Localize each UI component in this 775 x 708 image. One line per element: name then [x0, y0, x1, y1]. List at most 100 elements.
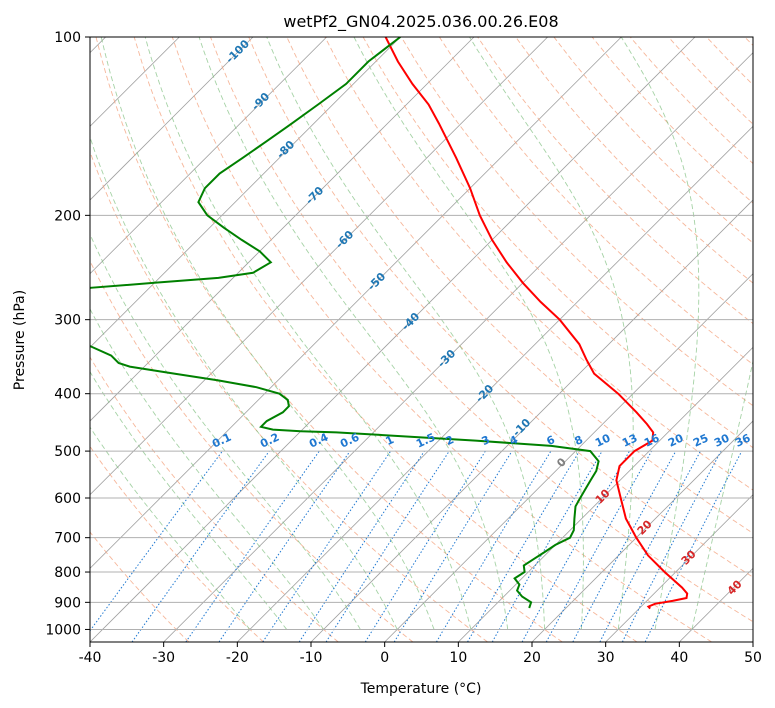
mixing-ratio-line [90, 450, 223, 632]
dry-adiabat-line [210, 37, 753, 623]
mixing-ratio-label: 25 [691, 431, 710, 449]
isotherm-line [605, 494, 753, 642]
mixing-ratio-label: 1.5 [414, 431, 437, 451]
pressure-gridlines [90, 37, 753, 630]
x-tick-label: -40 [79, 650, 102, 666]
mixing-ratio-line [185, 450, 320, 642]
x-tick-label: 40 [670, 650, 688, 666]
mixing-ratio-line [364, 450, 486, 642]
x-tick-label: 0 [380, 650, 389, 666]
mixing-ratio-line [521, 450, 630, 642]
x-tick-label: 20 [523, 650, 541, 666]
mixing-ratio-line [545, 450, 653, 642]
mixing-ratio-label: 16 [642, 431, 662, 449]
mixing-ratio-label: 0.1 [210, 431, 233, 451]
background-lines [90, 37, 753, 642]
isotherm-line [90, 37, 622, 569]
y-tick-label: 100 [54, 30, 81, 46]
mixing-ratio-label: 0.2 [258, 431, 281, 451]
dry-adiabat-line [90, 150, 488, 642]
y-tick-label: 400 [54, 387, 81, 403]
mixing-ratio-label: 30 [712, 431, 732, 449]
mixing-ratio-line [599, 450, 701, 642]
mixing-ratio-label: 3 [480, 433, 492, 448]
dry-adiabat-line [90, 356, 339, 642]
x-tick-label: -20 [226, 650, 249, 666]
isotherm-line [163, 52, 753, 642]
mixing-ratio-label: 0.4 [307, 430, 330, 450]
mixing-ratio-label: 10 [593, 431, 613, 449]
x-axis: -40 -30 -20 -10 0 10 20 30 40 50 [79, 642, 762, 666]
dry-adiabat-line [324, 37, 753, 491]
dry-adiabat-line [668, 37, 753, 125]
dry-adiabat-line [439, 37, 753, 365]
mixing-ratio-label: 13 [620, 431, 639, 449]
isotherm-line [90, 37, 696, 642]
x-tick-label: -30 [152, 650, 175, 666]
dry-adiabat-line [706, 37, 753, 86]
dry-adiabat-line [744, 37, 753, 47]
isotherm-line [90, 37, 548, 496]
dry-adiabat-line [362, 37, 753, 449]
dry-adiabat-label: 40 [725, 577, 745, 597]
dewpoint-line [90, 37, 600, 609]
dry-adiabat-line [515, 37, 753, 284]
dry-adiabat-line [133, 37, 638, 642]
y-tick-label: 1000 [45, 622, 81, 638]
dry-adiabat-line [553, 37, 753, 244]
profiles [90, 37, 689, 610]
mixing-ratio-label: 20 [666, 431, 686, 449]
mixing-ratio-line [325, 450, 450, 642]
mixing-ratio-line [572, 450, 677, 642]
moist-adiabat-line [266, 37, 546, 630]
dry-adiabat-label: 0 [554, 455, 569, 470]
mixing-ratio-line [435, 450, 552, 642]
chart-title: wetPf2_GN04.2025.036.00.26.E08 [283, 12, 558, 32]
moist-adiabat-line [100, 37, 435, 630]
isotherm-line [679, 567, 753, 642]
isotherm-line [237, 125, 753, 642]
moist-adiabat-line [90, 135, 398, 630]
moist-adiabat-line [90, 308, 324, 630]
moist-adiabat-line [90, 370, 288, 630]
mixing-ratio-line [298, 450, 425, 642]
y-axis: 100 200 300 400 500 600 700 800 900 1000 [45, 30, 90, 638]
x-tick-label: -10 [300, 650, 323, 666]
moist-adiabat-line [90, 426, 251, 630]
isotherm-line [531, 420, 753, 642]
isotherm-line [752, 641, 753, 642]
y-tick-label: 200 [54, 208, 81, 224]
y-tick-label: 300 [54, 313, 81, 329]
moist-adiabat-line [198, 37, 509, 630]
mixing-ratio-line [218, 450, 351, 642]
y-tick-label: 700 [54, 531, 81, 547]
x-tick-label: 50 [744, 650, 762, 666]
mixing-ratio-line [393, 450, 513, 642]
y-tick-label: 800 [54, 565, 81, 581]
plot-frame [89, 36, 754, 643]
y-tick-label: 600 [54, 491, 81, 507]
dry-adiabat-line [591, 37, 753, 204]
dry-adiabat-label: 30 [679, 547, 699, 567]
mixing-ratio-label: 8 [573, 433, 585, 448]
isotherm-line [90, 37, 475, 422]
dry-adiabat-line [248, 37, 753, 578]
y-axis-label: Pressure (hPa) [12, 290, 28, 390]
mixing-ratio-line [262, 450, 392, 642]
dry-adiabat-line [95, 37, 563, 642]
dry-adiabat-line [90, 445, 264, 642]
mixing-ratio-line [644, 450, 743, 642]
x-tick-label: 10 [449, 650, 467, 666]
moist-adiabat-line [691, 359, 753, 630]
isotherm-line [90, 37, 401, 348]
isotherm-line [90, 37, 254, 201]
dry-adiabat-label: -100 [223, 37, 252, 66]
dry-adiabat-label: -70 [303, 184, 326, 207]
dry-adiabat-line [90, 259, 414, 642]
moist-adiabat-line [620, 37, 700, 630]
mixing-ratio-line [621, 450, 722, 642]
dry-adiabat-line [90, 531, 190, 642]
moist-adiabat-line [90, 233, 361, 630]
moist-adiabat-line [144, 37, 472, 630]
